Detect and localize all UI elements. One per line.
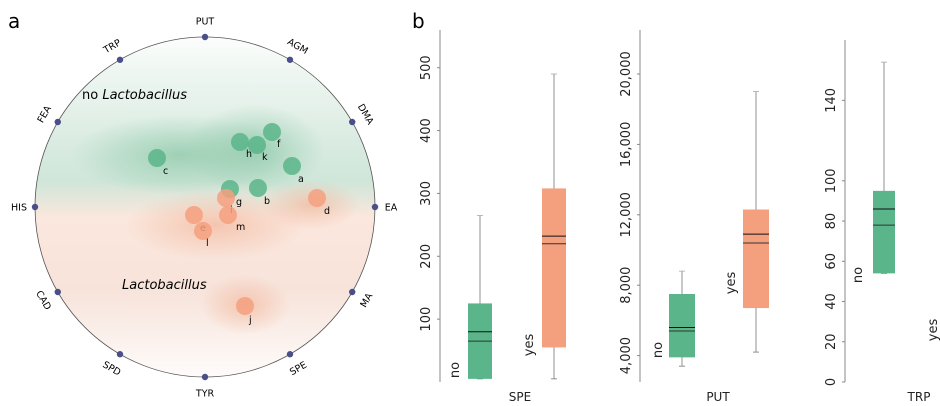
sample-point-j	[236, 297, 254, 315]
axis-node-cad	[54, 288, 61, 296]
y-tick-label: 12,000	[619, 192, 634, 238]
x-axis-label: SPE	[509, 390, 531, 404]
sample-label-m: m	[236, 222, 245, 233]
axis-label-put: PUT	[196, 17, 215, 28]
axis-node-tyr	[201, 373, 209, 381]
sample-label-k: k	[262, 152, 268, 163]
axis-node-dma	[349, 118, 356, 126]
panel-b: b 100200300400500noyesSPE4,0008,00012,00…	[412, 9, 940, 404]
box-no	[873, 190, 895, 274]
sample-label-l: l	[206, 238, 209, 249]
y-tick-label: 0	[824, 378, 839, 386]
boxplot-put: 4,000 8,000 12,000 16,000 20,000 no yes PUT	[619, 30, 769, 404]
box-no	[669, 294, 695, 358]
sample-label-h: h	[246, 149, 252, 160]
y-tick-label: 400	[419, 118, 434, 143]
axis-node-put	[201, 33, 209, 41]
axis-node-spe	[286, 351, 294, 358]
sample-label-c: c	[163, 166, 168, 177]
axis-label-cad: CAD	[33, 289, 53, 312]
sample-label-d: d	[324, 206, 330, 217]
axis-label-tyr: TYR	[195, 389, 215, 400]
group-label-yes: yes	[724, 272, 739, 295]
boxplot-trp: 0 20 40 60 80 100 140 no yes TRP	[824, 40, 940, 404]
sample-point-b	[249, 179, 267, 197]
sample-points: abcfghkdeijlm	[148, 123, 330, 326]
y-tick-label: 200	[419, 244, 434, 269]
y-tick-label: 16,000	[619, 122, 634, 168]
sample-label-a: a	[298, 174, 304, 185]
y-tick-label: 4,000	[619, 337, 634, 374]
y-tick-label: 60	[824, 253, 839, 270]
panel-a-label: a	[8, 9, 20, 33]
sample-point-c	[148, 149, 166, 167]
axis-node-spd	[116, 351, 124, 358]
group-label-yes: yes	[926, 319, 940, 342]
axis-node-ea	[371, 203, 379, 211]
boxplots: 100200300400500noyesSPE4,0008,00012,0001…	[419, 30, 940, 404]
y-tick-label: 80	[824, 213, 839, 230]
sample-label-g: g	[236, 197, 242, 208]
axis-node-agm	[286, 56, 294, 63]
y-tick-label: 100	[419, 307, 434, 332]
group-label-no: no	[851, 267, 866, 283]
y-tick-label: 8,000	[619, 267, 634, 304]
y-tick-label: 20	[824, 333, 839, 350]
y-tick-label: 140	[824, 88, 839, 113]
sample-point-k	[248, 136, 266, 154]
sample-point-a	[283, 157, 301, 175]
panel-b-label: b	[412, 9, 425, 33]
group-label-no: no	[651, 342, 666, 358]
axis-label-spe: SPE	[288, 360, 309, 378]
axis-label-agm: AGM	[285, 37, 309, 57]
sample-label-b: b	[264, 196, 270, 207]
y-tick-label: 40	[824, 293, 839, 310]
y-tick-label: 20,000	[619, 51, 634, 97]
sample-point-i	[217, 189, 235, 207]
x-axis-label: PUT	[706, 390, 730, 404]
sample-label-f: f	[277, 139, 281, 150]
group-label-no: no	[448, 362, 463, 378]
boxplot-spe: 100 200 300 400 500 no yes SPE	[419, 30, 566, 404]
sample-point-m	[219, 206, 237, 224]
axis-node-fea	[54, 118, 61, 126]
sample-point-f	[263, 123, 281, 141]
y-tick-label: 500	[419, 55, 434, 80]
region-lactobacillus-label: Lactobacillus	[122, 278, 207, 293]
axis-label-his: HIS	[11, 203, 27, 214]
axis-node-his	[31, 203, 39, 211]
x-axis-label: TRP	[907, 390, 931, 404]
axis-label-spd: SPD	[100, 359, 122, 378]
sample-point-e	[185, 206, 203, 224]
box-yes	[542, 188, 566, 348]
axis-label-trp: TRP	[101, 37, 123, 56]
panel-a: a PUT AGM DMA EA MA SPE TYR SPD CAD HIS FEA TRP no …	[8, 9, 398, 400]
axis-label-dma: DMA	[355, 102, 376, 127]
region-no-label: no Lactobacillus	[82, 88, 187, 103]
y-tick-label: 100	[824, 168, 839, 193]
axis-label-ma: MA	[359, 291, 376, 310]
sample-point-d	[308, 189, 326, 207]
sample-label-j: j	[248, 315, 252, 326]
sample-point-l	[194, 222, 212, 240]
radviz-background	[35, 37, 375, 377]
axis-label-fea: FEA	[36, 104, 55, 125]
group-label-yes: yes	[522, 334, 537, 357]
box-yes	[743, 209, 769, 309]
axis-node-trp	[116, 56, 124, 63]
axis-node-ma	[349, 288, 356, 296]
y-tick-label: 300	[419, 181, 434, 206]
sample-point-h	[231, 133, 249, 151]
axis-label-ea: EA	[385, 203, 398, 214]
